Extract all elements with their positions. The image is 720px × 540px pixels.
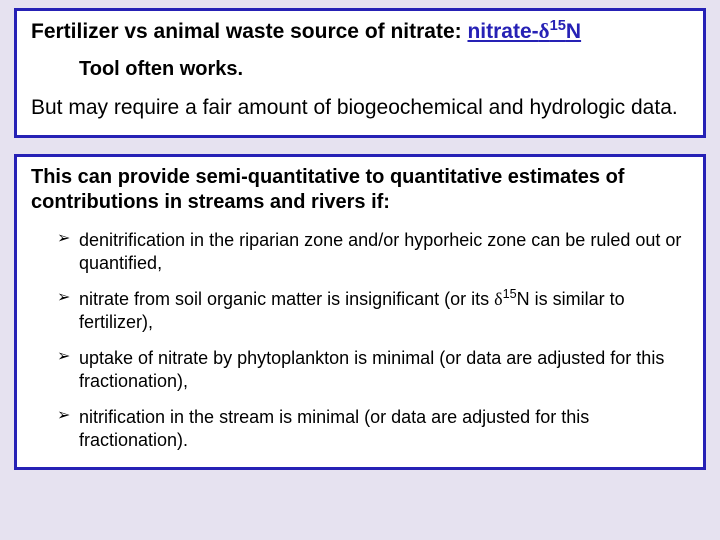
- title-line: Fertilizer vs animal waste source of nit…: [31, 19, 689, 44]
- subline: Tool often works.: [79, 58, 689, 81]
- bullet-text: nitrification in the stream is minimal (…: [79, 407, 589, 450]
- top-box: Fertilizer vs animal waste source of nit…: [14, 8, 706, 138]
- bullet-text: denitrification in the riparian zone and…: [79, 230, 681, 273]
- bullet-sup: 15: [503, 287, 517, 301]
- title-tool-post: N: [566, 20, 581, 43]
- title-tool-pre: nitrate-: [467, 20, 538, 43]
- bullet-list: denitrification in the riparian zone and…: [31, 229, 689, 451]
- list-item: nitrification in the stream is minimal (…: [57, 406, 689, 451]
- title-tool-sup: 15: [550, 18, 566, 34]
- intro-text: This can provide semi-quantitative to qu…: [31, 165, 689, 215]
- bottom-box: This can provide semi-quantitative to qu…: [14, 154, 706, 470]
- delta-char: δ: [539, 19, 550, 43]
- list-item: uptake of nitrate by phytoplankton is mi…: [57, 347, 689, 392]
- caveat: But may require a fair amount of biogeoc…: [31, 95, 689, 121]
- bullet-text: uptake of nitrate by phytoplankton is mi…: [79, 348, 664, 391]
- delta-char: δ: [494, 289, 502, 309]
- list-item: denitrification in the riparian zone and…: [57, 229, 689, 274]
- title-tool: nitrate-δ15N: [467, 20, 581, 43]
- bullet-pre: nitrate from soil organic matter is insi…: [79, 289, 494, 309]
- list-item: nitrate from soil organic matter is insi…: [57, 288, 689, 333]
- title-prefix: Fertilizer vs animal waste source of nit…: [31, 20, 467, 43]
